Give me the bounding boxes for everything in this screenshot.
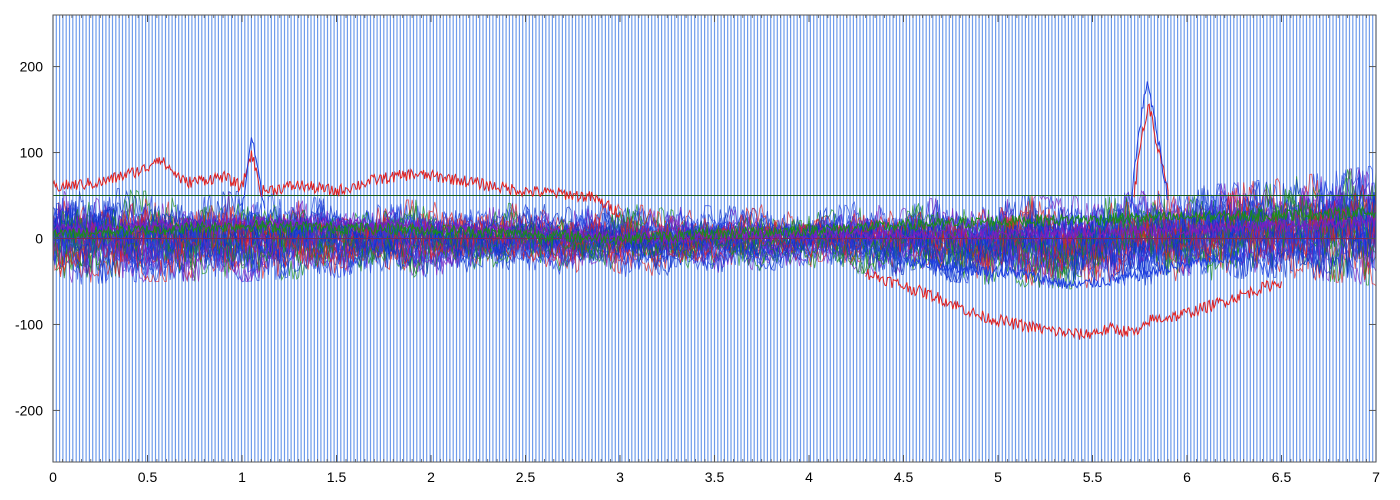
y-tick-label: 200 — [20, 59, 44, 75]
x-tick-label: 5.5 — [1083, 469, 1103, 485]
series-line — [903, 250, 1245, 289]
series-line — [1129, 81, 1169, 207]
x-tick-label: 7 — [1372, 469, 1380, 485]
x-tick-label: 3 — [616, 469, 624, 485]
noise-band — [52, 165, 1377, 290]
series-line — [52, 205, 1377, 246]
x-tick-label: 3.5 — [705, 469, 725, 485]
x-tick-label: 0 — [49, 469, 57, 485]
reference-lines — [53, 195, 1376, 239]
series-line — [865, 268, 1282, 340]
x-tick-label: 2 — [427, 469, 435, 485]
x-tick-label: 2.5 — [516, 469, 536, 485]
x-tick-label: 6 — [1183, 469, 1191, 485]
x-tick-label: 0.5 — [138, 469, 158, 485]
series-line — [52, 150, 621, 219]
y-tick-label: 0 — [35, 231, 43, 247]
x-tick-label: 4.5 — [894, 469, 914, 485]
y-tick-label: -100 — [15, 316, 43, 332]
x-tick-label: 6.5 — [1272, 469, 1292, 485]
y-axis: 200 100 0 -100 -200 — [15, 59, 1376, 418]
y-tick-label: 100 — [20, 145, 44, 161]
x-tick-label: 4 — [805, 469, 813, 485]
x-tick-label: 1 — [238, 469, 246, 485]
series-lines — [52, 81, 1377, 340]
series-line — [241, 137, 266, 212]
x-tick-label: 5 — [994, 469, 1002, 485]
x-axis: 0 0.5 1 1.5 2 2.5 3 3.5 4 4.5 5 5.5 6 6.5 7 — [49, 15, 1380, 485]
y-tick-label: -200 — [15, 402, 43, 418]
x-tick-label: 1.5 — [327, 469, 347, 485]
